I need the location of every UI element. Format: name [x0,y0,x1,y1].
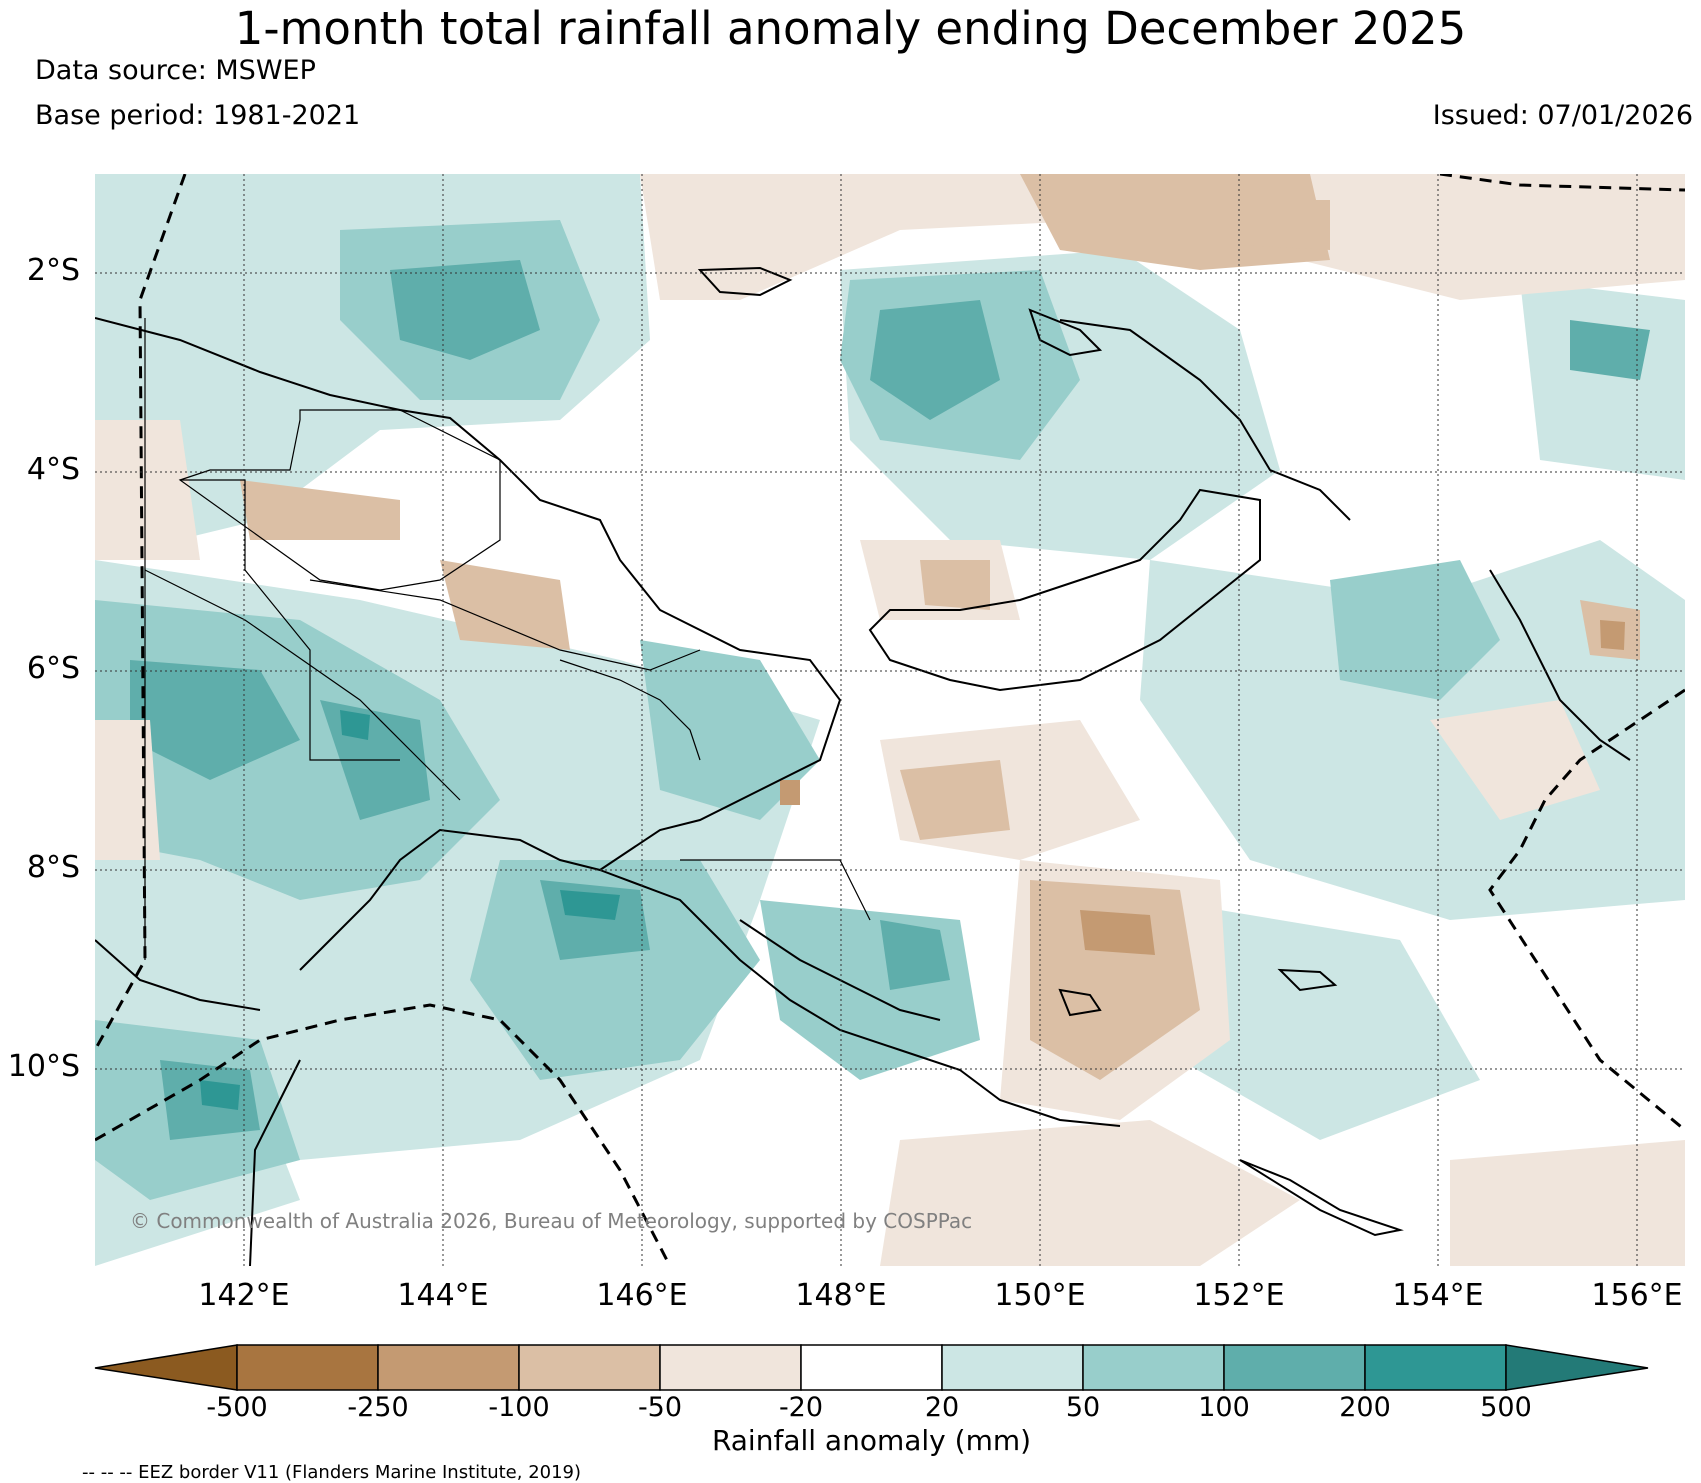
colorbar-tick: -20 [778,1392,824,1423]
data-source-label: Data source: MSWEP [35,55,316,86]
colorbar-tick: 100 [1198,1392,1250,1423]
colorbar-segment [1364,1344,1507,1391]
coastlines [95,266,1631,1266]
eez-borders [95,174,1685,1266]
lon-label: 154°E [1392,1278,1484,1313]
lon-label: 144°E [397,1278,489,1313]
issued-date-label: Issued: 07/01/2026 [1432,100,1693,131]
colorbar-segment [800,1344,943,1391]
colorbar-tick: -500 [206,1392,268,1423]
colorbar-tick: 50 [1065,1392,1101,1423]
colorbar-segment [1223,1344,1366,1391]
anomaly-fill-very-dry [780,620,1625,955]
lat-label: 8°S [26,850,80,885]
lon-label: 152°E [1193,1278,1285,1313]
colorbar-segment [518,1344,661,1391]
colorbar-segment [1082,1344,1225,1391]
copyright-notice: © Commonwealth of Australia 2026, Bureau… [130,1209,973,1233]
gridlines [95,174,1685,1266]
colorbar-label: Rainfall anomaly (mm) [711,1424,1032,1457]
map-title: 1-month total rainfall anomaly ending De… [234,2,1467,55]
colorbar-segment [1505,1344,1649,1391]
map-plot-area [95,174,1685,1266]
anomaly-fill-dry [240,174,1640,1080]
colorbar-tick: -250 [347,1392,409,1423]
base-period-label: Base period: 1981-2021 [35,100,361,131]
colorbar-tick: 20 [924,1392,960,1423]
lon-label: 146°E [596,1278,688,1313]
colorbar-tick: -50 [637,1392,683,1423]
colorbar-segment [236,1344,379,1391]
colorbar [94,1344,1649,1391]
anomaly-fill-extreme-wet [200,710,620,1110]
colorbar-tick: -100 [488,1392,550,1423]
lon-label: 148°E [795,1278,887,1313]
lon-label: 156°E [1591,1278,1683,1313]
eez-legend-note: -- -- -- EEZ border V11 (Flanders Marine… [82,1462,582,1483]
lat-label: 6°S [26,651,80,686]
colorbar-segment [377,1344,520,1391]
lon-label: 150°E [994,1278,1086,1313]
lat-label: 2°S [26,253,80,288]
colorbar-tick: 200 [1339,1392,1391,1423]
colorbar-tick: 500 [1480,1392,1532,1423]
lat-label: 10°S [7,1049,80,1084]
borders [144,318,871,960]
colorbar-segment [94,1344,238,1391]
lon-label: 142°E [198,1278,290,1313]
lat-label: 4°S [26,452,80,487]
colorbar-segment [941,1344,1084,1391]
colorbar-segment [659,1344,802,1391]
